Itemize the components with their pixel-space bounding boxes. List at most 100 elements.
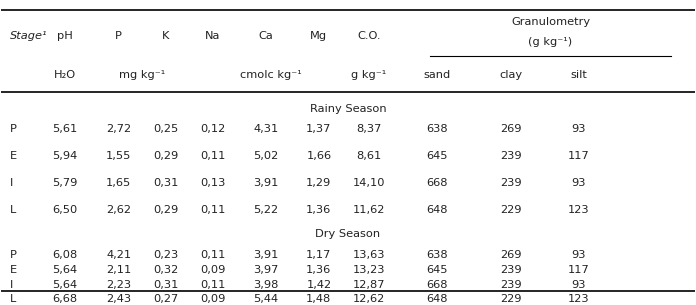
Text: 0,31: 0,31 xyxy=(153,178,179,188)
Text: 3,98: 3,98 xyxy=(253,279,278,289)
Text: 0,11: 0,11 xyxy=(200,205,226,215)
Text: 5,44: 5,44 xyxy=(253,294,278,304)
Text: 0,32: 0,32 xyxy=(153,265,179,274)
Text: Ca: Ca xyxy=(259,31,274,41)
Text: 123: 123 xyxy=(568,294,590,304)
Text: 117: 117 xyxy=(568,151,590,161)
Text: 0,29: 0,29 xyxy=(153,205,179,215)
Text: E: E xyxy=(10,265,17,274)
Text: silt: silt xyxy=(570,70,587,80)
Text: I: I xyxy=(10,178,13,188)
Text: 239: 239 xyxy=(500,178,522,188)
Text: 3,97: 3,97 xyxy=(253,265,278,274)
Text: 239: 239 xyxy=(500,279,522,289)
Text: 648: 648 xyxy=(426,294,448,304)
Text: 645: 645 xyxy=(426,151,448,161)
Text: L: L xyxy=(10,294,16,304)
Text: 0,11: 0,11 xyxy=(200,279,226,289)
Text: 5,02: 5,02 xyxy=(253,151,278,161)
Text: 12,87: 12,87 xyxy=(353,279,385,289)
Text: Mg: Mg xyxy=(310,31,327,41)
Text: 1,36: 1,36 xyxy=(306,205,331,215)
Text: Dry Season: Dry Season xyxy=(315,229,381,239)
Text: 1,17: 1,17 xyxy=(306,250,331,260)
Text: 123: 123 xyxy=(568,205,590,215)
Text: sand: sand xyxy=(423,70,450,80)
Text: 3,91: 3,91 xyxy=(253,178,278,188)
Text: H₂O: H₂O xyxy=(54,70,76,80)
Text: 1,29: 1,29 xyxy=(306,178,331,188)
Text: 0,11: 0,11 xyxy=(200,250,226,260)
Text: 93: 93 xyxy=(571,250,586,260)
Text: 1,55: 1,55 xyxy=(106,151,132,161)
Text: 8,61: 8,61 xyxy=(356,151,381,161)
Text: 0,31: 0,31 xyxy=(153,279,179,289)
Text: 638: 638 xyxy=(426,124,448,135)
Text: 668: 668 xyxy=(426,279,448,289)
Text: 2,62: 2,62 xyxy=(106,205,132,215)
Text: 3,91: 3,91 xyxy=(253,250,278,260)
Text: 645: 645 xyxy=(426,265,448,274)
Text: 0,27: 0,27 xyxy=(153,294,179,304)
Text: 229: 229 xyxy=(500,294,522,304)
Text: 648: 648 xyxy=(426,205,448,215)
Text: 11,62: 11,62 xyxy=(353,205,385,215)
Text: 13,23: 13,23 xyxy=(353,265,385,274)
Text: 5,94: 5,94 xyxy=(52,151,77,161)
Text: 269: 269 xyxy=(500,250,522,260)
Text: K: K xyxy=(162,31,170,41)
Text: 0,09: 0,09 xyxy=(200,265,226,274)
Text: cmolᴄ kg⁻¹: cmolᴄ kg⁻¹ xyxy=(240,70,302,80)
Text: C.O.: C.O. xyxy=(357,31,381,41)
Text: 1,37: 1,37 xyxy=(306,124,331,135)
Text: Stage¹: Stage¹ xyxy=(10,31,47,41)
Text: 12,62: 12,62 xyxy=(353,294,385,304)
Text: 1,42: 1,42 xyxy=(306,279,331,289)
Text: P: P xyxy=(10,124,17,135)
Text: 1,48: 1,48 xyxy=(306,294,331,304)
Text: 6,68: 6,68 xyxy=(52,294,77,304)
Text: 269: 269 xyxy=(500,124,522,135)
Text: 0,13: 0,13 xyxy=(200,178,226,188)
Text: L: L xyxy=(10,205,16,215)
Text: 0,23: 0,23 xyxy=(153,250,179,260)
Text: 668: 668 xyxy=(426,178,448,188)
Text: 8,37: 8,37 xyxy=(356,124,381,135)
Text: 5,61: 5,61 xyxy=(52,124,77,135)
Text: pH: pH xyxy=(56,31,72,41)
Text: 1,66: 1,66 xyxy=(306,151,331,161)
Text: I: I xyxy=(10,279,13,289)
Text: 13,63: 13,63 xyxy=(353,250,385,260)
Text: 239: 239 xyxy=(500,151,522,161)
Text: (g kg⁻¹): (g kg⁻¹) xyxy=(528,38,573,48)
Text: Na: Na xyxy=(205,31,220,41)
Text: 2,11: 2,11 xyxy=(106,265,132,274)
Text: 5,64: 5,64 xyxy=(52,265,77,274)
Text: 229: 229 xyxy=(500,205,522,215)
Text: 5,22: 5,22 xyxy=(253,205,278,215)
Text: 0,25: 0,25 xyxy=(153,124,179,135)
Text: Granulometry: Granulometry xyxy=(511,16,590,27)
Text: P: P xyxy=(10,250,17,260)
Text: 239: 239 xyxy=(500,265,522,274)
Text: 2,23: 2,23 xyxy=(106,279,132,289)
Text: P: P xyxy=(116,31,122,41)
Text: 0,09: 0,09 xyxy=(200,294,226,304)
Text: 6,50: 6,50 xyxy=(52,205,77,215)
Text: 4,31: 4,31 xyxy=(253,124,278,135)
Text: 14,10: 14,10 xyxy=(353,178,385,188)
Text: 0,29: 0,29 xyxy=(153,151,179,161)
Text: 1,65: 1,65 xyxy=(106,178,132,188)
Text: 638: 638 xyxy=(426,250,448,260)
Text: 2,43: 2,43 xyxy=(106,294,132,304)
Text: 117: 117 xyxy=(568,265,590,274)
Text: 1,36: 1,36 xyxy=(306,265,331,274)
Text: 93: 93 xyxy=(571,279,586,289)
Text: mg kg⁻¹: mg kg⁻¹ xyxy=(119,70,166,80)
Text: 0,12: 0,12 xyxy=(200,124,226,135)
Text: 0,11: 0,11 xyxy=(200,151,226,161)
Text: g kg⁻¹: g kg⁻¹ xyxy=(351,70,386,80)
Text: clay: clay xyxy=(500,70,523,80)
Text: 6,08: 6,08 xyxy=(52,250,77,260)
Text: E: E xyxy=(10,151,17,161)
